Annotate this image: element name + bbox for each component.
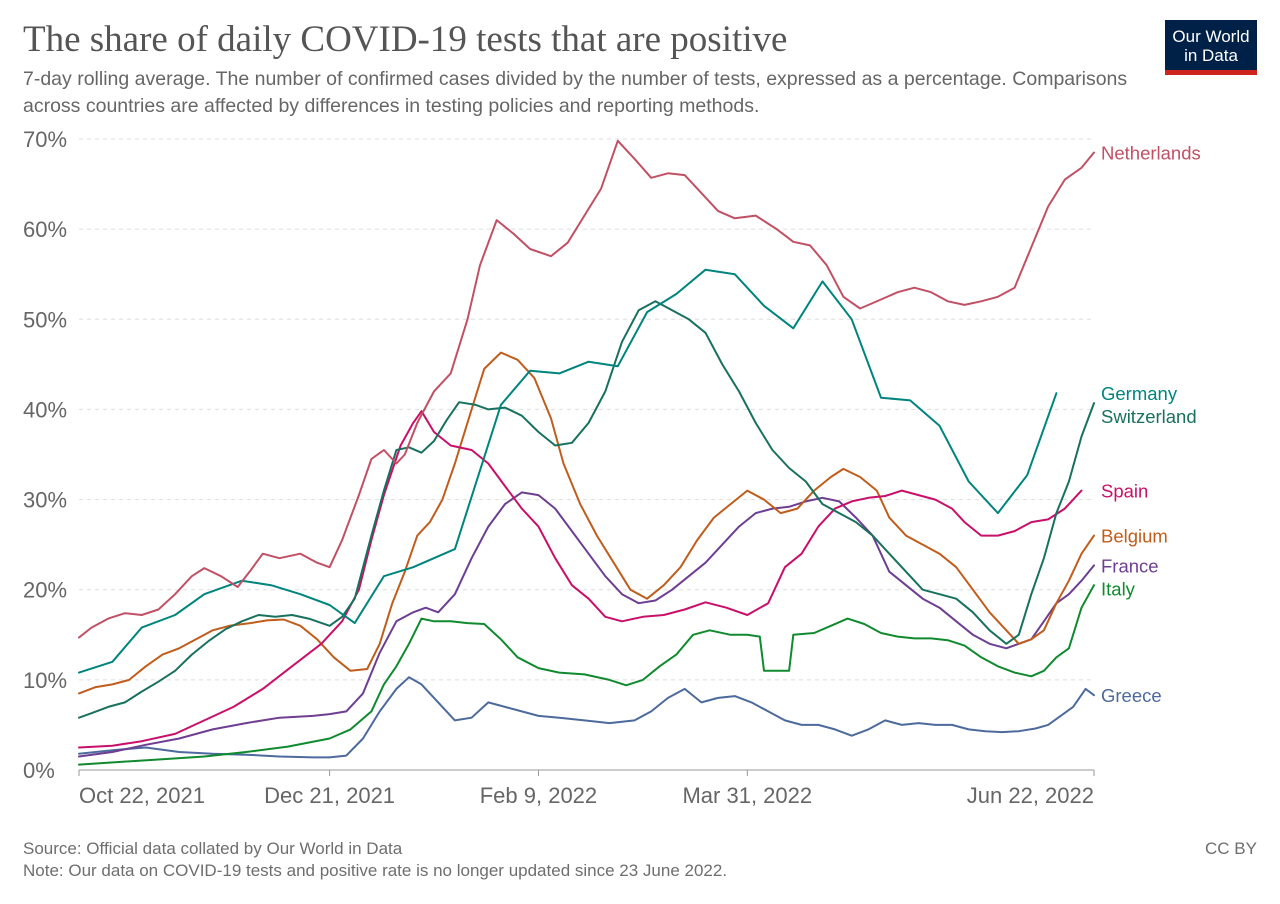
series-label-france: France [1101,555,1159,576]
source-note: Source: Official data collated by Our Wo… [23,839,403,858]
series-label-netherlands: Netherlands [1101,143,1201,164]
y-tick-label: 50% [23,307,67,332]
series-line-belgium [78,351,1095,695]
y-tick-label: 70% [23,127,67,152]
series-label-belgium: Belgium [1101,526,1168,547]
series-line-germany [78,268,1058,674]
chart-title: The share of daily COVID-19 tests that a… [23,19,788,60]
series-line-switzerland [78,300,1095,719]
series-line-france [78,491,1095,758]
y-tick-label: 10% [23,668,67,693]
x-tick-label: Jun 22, 2022 [967,783,1094,808]
owid-logo[interactable]: Our World in Data [1165,20,1257,75]
series-line-netherlands [78,139,1095,639]
logo-accent-bar [1165,70,1257,75]
x-tick-label: Mar 31, 2022 [682,783,812,808]
x-tick-label: Feb 9, 2022 [480,783,597,808]
series-label-greece: Greece [1101,685,1162,706]
y-tick-label: 0% [23,758,55,783]
series-label-switzerland: Switzerland [1101,406,1197,427]
series-label-italy: Italy [1101,578,1136,599]
license-link[interactable]: CC BY [1205,839,1257,858]
x-tick-label: Dec 21, 2021 [264,783,395,808]
series-label-spain: Spain [1101,481,1148,502]
series-line-greece [78,676,1095,759]
logo-line2: in Data [1184,46,1238,65]
series-line-spain [78,410,1083,749]
chart-subtitle: 7-day rolling average. The number of con… [23,68,1128,117]
footnote: Note: Our data on COVID-19 tests and pos… [23,861,728,880]
x-tick-label: Oct 22, 2021 [79,783,205,808]
y-tick-label: 40% [23,397,67,422]
y-tick-label: 60% [23,217,67,242]
logo-line1: Our World [1172,27,1250,46]
y-tick-label: 30% [23,488,67,513]
y-tick-label: 20% [23,578,67,603]
series-label-germany: Germany [1101,383,1178,404]
series-line-italy [78,584,1095,766]
